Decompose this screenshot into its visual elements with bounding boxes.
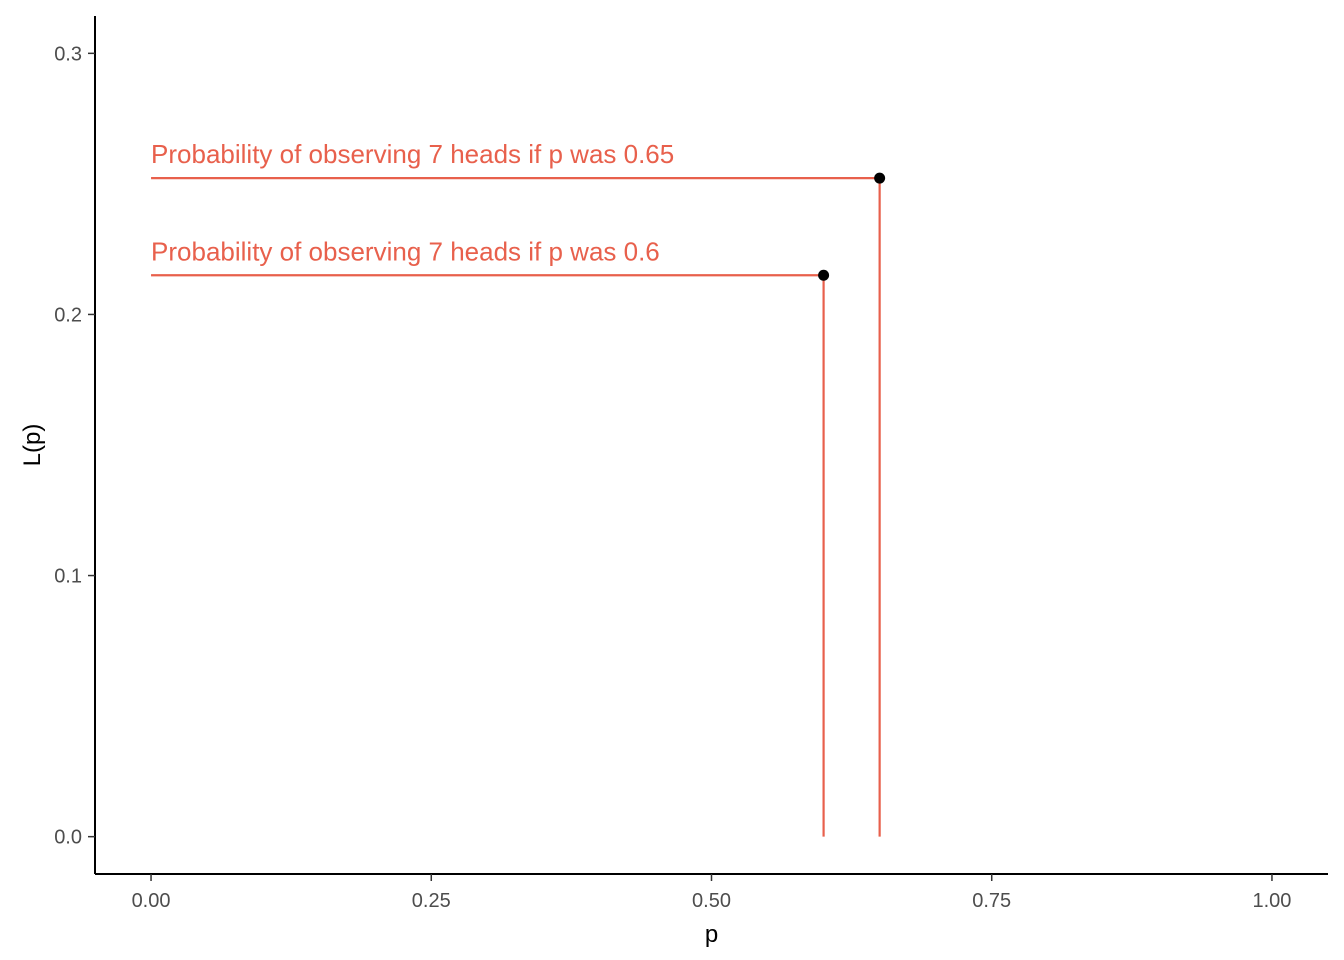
- x-tick-label: 1.00: [1252, 890, 1291, 912]
- y-tick-label: 0.3: [54, 43, 82, 65]
- y-ticks: 0.0 0.1 0.2 0.3: [54, 43, 95, 849]
- annotation-label: Probability of observing 7 heads if p wa…: [151, 236, 660, 266]
- x-tick-label: 0.00: [132, 890, 171, 912]
- x-ticks: 0.00 0.25 0.50 0.75 1.00: [132, 874, 1291, 912]
- y-tick-label: 0.1: [54, 566, 82, 588]
- annotation-label: Probability of observing 7 heads if p wa…: [151, 139, 674, 169]
- data-points: [818, 172, 886, 281]
- data-point: [874, 172, 886, 184]
- y-axis-title: L(p): [19, 424, 46, 467]
- y-tick-label: 0.0: [54, 827, 82, 849]
- x-tick-label: 0.50: [692, 890, 731, 912]
- axes: 0.00 0.25 0.50 0.75 1.00 0.0 0.1 0.2 0.3: [54, 16, 1328, 912]
- annotations: Probability of observing 7 heads if p wa…: [151, 139, 674, 266]
- reference-lines: [151, 177, 881, 837]
- x-tick-label: 0.25: [412, 890, 451, 912]
- data-point: [818, 269, 830, 281]
- y-tick-label: 0.2: [54, 304, 82, 326]
- x-axis-title: p: [705, 921, 718, 948]
- x-tick-label: 0.75: [972, 890, 1011, 912]
